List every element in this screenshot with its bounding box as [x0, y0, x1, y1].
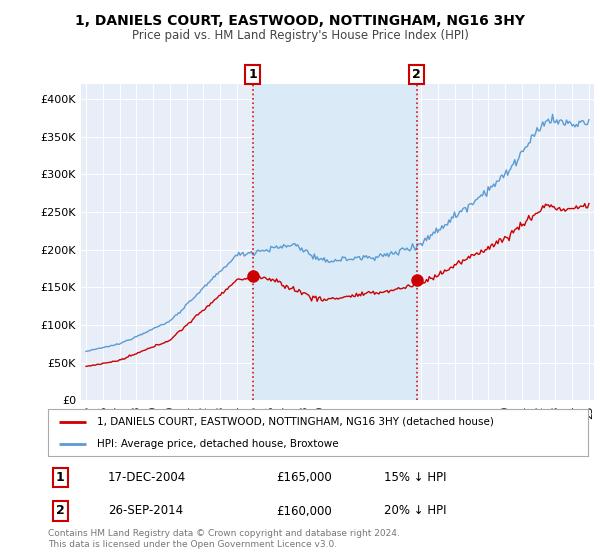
Text: Price paid vs. HM Land Registry's House Price Index (HPI): Price paid vs. HM Land Registry's House …	[131, 29, 469, 42]
Text: 2: 2	[56, 505, 64, 517]
Text: 1: 1	[248, 68, 257, 81]
Text: £165,000: £165,000	[276, 471, 332, 484]
Bar	[253, 84, 417, 400]
Text: £160,000: £160,000	[276, 505, 332, 517]
Text: 17-DEC-2004: 17-DEC-2004	[108, 471, 186, 484]
Text: 15% ↓ HPI: 15% ↓ HPI	[384, 471, 446, 484]
Text: HPI: Average price, detached house, Broxtowe: HPI: Average price, detached house, Brox…	[97, 438, 338, 449]
Text: 20% ↓ HPI: 20% ↓ HPI	[384, 505, 446, 517]
Text: 1, DANIELS COURT, EASTWOOD, NOTTINGHAM, NG16 3HY: 1, DANIELS COURT, EASTWOOD, NOTTINGHAM, …	[75, 14, 525, 28]
Text: 26-SEP-2014: 26-SEP-2014	[108, 505, 183, 517]
Text: 2: 2	[412, 68, 421, 81]
Text: Contains HM Land Registry data © Crown copyright and database right 2024.
This d: Contains HM Land Registry data © Crown c…	[48, 529, 400, 549]
Text: 1, DANIELS COURT, EASTWOOD, NOTTINGHAM, NG16 3HY (detached house): 1, DANIELS COURT, EASTWOOD, NOTTINGHAM, …	[97, 417, 493, 427]
Text: 1: 1	[56, 471, 64, 484]
